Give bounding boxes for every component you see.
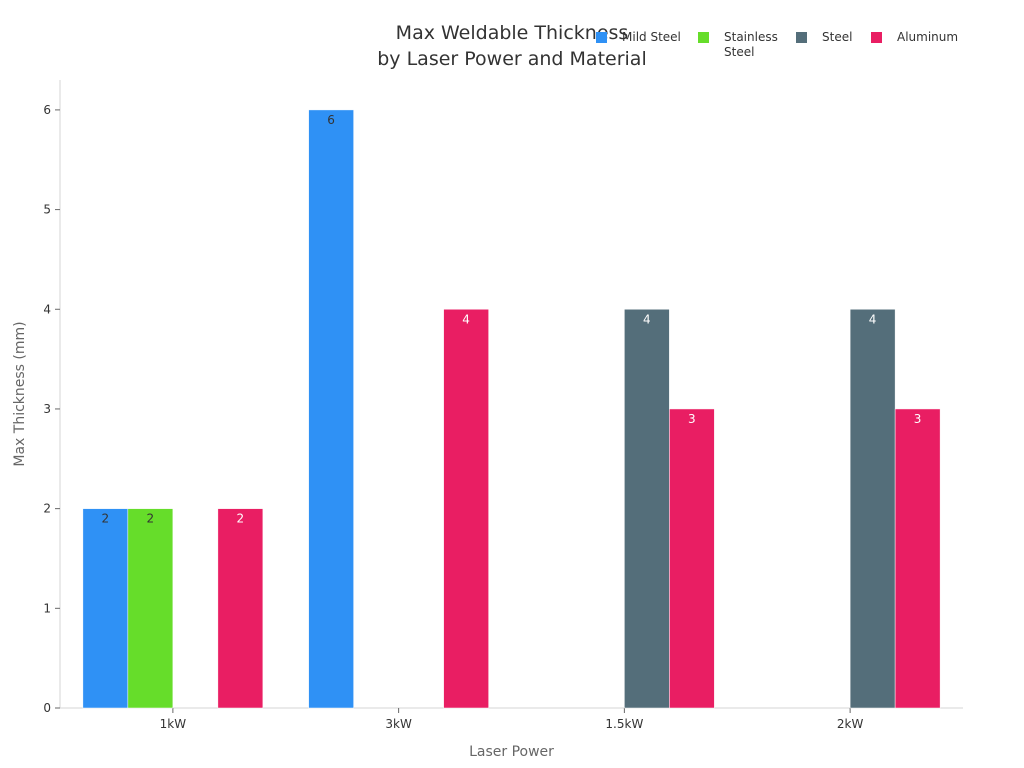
- data-label-aluminum-2kw: 3: [914, 412, 922, 426]
- x-tick-label-2kw: 2kW: [837, 717, 864, 731]
- bar-aluminum-2kw: [894, 408, 941, 709]
- y-tick-label: 4: [43, 302, 51, 316]
- data-label-aluminum-1kw: 2: [237, 512, 245, 526]
- legend-label-steel: Steel: [822, 30, 853, 44]
- data-label-mild-steel-3kw: 6: [327, 113, 335, 127]
- data-label-aluminum-1-5kw: 3: [688, 412, 696, 426]
- y-axis-title: Max Thickness (mm): [12, 321, 28, 466]
- y-tick-label: 2: [43, 502, 51, 516]
- bar-aluminum-1kw: [217, 508, 264, 709]
- legend-label-stainless-steel: Stainless Steel: [724, 30, 778, 59]
- bar-mild-steel-1kw: [82, 508, 129, 709]
- bar-steel-2kw: [849, 309, 896, 709]
- bar-stainless-steel-1kw: [127, 508, 174, 709]
- bar-aluminum-3kw: [443, 309, 489, 709]
- y-tick-label: 1: [43, 601, 51, 615]
- chart-title-line-1: Max Weldable Thickness: [395, 22, 629, 44]
- data-label-mild-steel-1kw: 2: [102, 512, 110, 526]
- legend-swatch-mild-steel: [596, 32, 607, 43]
- legend-label-mild-steel: Mild Steel: [622, 30, 681, 44]
- legend-swatch-stainless-steel: [698, 32, 709, 43]
- x-tick-label-3kw: 3kW: [385, 717, 412, 731]
- data-label-steel-1-5kw: 4: [643, 312, 651, 326]
- y-tick-label: 6: [43, 103, 51, 117]
- bar-mild-steel-3kw: [308, 109, 354, 709]
- x-axis-title: Laser Power: [469, 744, 554, 760]
- y-tick-label: 5: [43, 203, 51, 217]
- legend-swatch-steel: [796, 32, 807, 43]
- bar-aluminum-1-5kw: [669, 408, 715, 709]
- data-label-aluminum-3kw: 4: [462, 312, 470, 326]
- x-tick-label-1kw: 1kW: [160, 717, 187, 731]
- y-tick-label: 3: [43, 402, 51, 416]
- data-label-steel-2kw: 4: [869, 312, 877, 326]
- chart-title-line-2: by Laser Power and Material: [377, 48, 647, 70]
- y-tick-label: 0: [43, 701, 51, 715]
- data-label-stainless-steel-1kw: 2: [147, 512, 155, 526]
- legend-swatch-aluminum: [871, 32, 882, 43]
- legend-label-aluminum: Aluminum: [897, 30, 959, 44]
- x-tick-label-1-5kw: 1.5kW: [605, 717, 643, 731]
- bar-steel-1-5kw: [624, 309, 670, 709]
